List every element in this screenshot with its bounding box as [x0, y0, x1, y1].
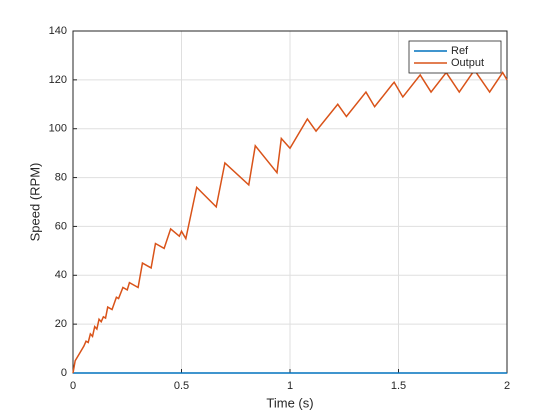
x-tick-label: 2	[504, 380, 510, 392]
y-tick-label: 40	[55, 269, 67, 281]
legend-label: Ref	[451, 45, 469, 57]
data-line	[72, 68, 508, 374]
legend-label: Output	[451, 57, 484, 69]
y-tick-label: 100	[49, 123, 67, 135]
y-tick-label: 0	[61, 367, 67, 379]
y-tick-label: 80	[55, 171, 67, 183]
y-tick-label: 60	[55, 220, 67, 232]
y-axis-label: Speed (RPM)	[27, 163, 42, 242]
x-tick-label: 0.5	[174, 380, 189, 392]
y-tick-label: 120	[49, 74, 67, 86]
y-tick-label: 140	[49, 25, 67, 37]
legend-box	[408, 40, 502, 74]
x-axis-label: Time (s)	[266, 395, 313, 410]
x-tick-label: 1.5	[391, 380, 406, 392]
y-tick-label: 20	[55, 318, 67, 330]
x-tick-label: 0	[70, 380, 76, 392]
x-tick-label: 1	[287, 380, 293, 392]
